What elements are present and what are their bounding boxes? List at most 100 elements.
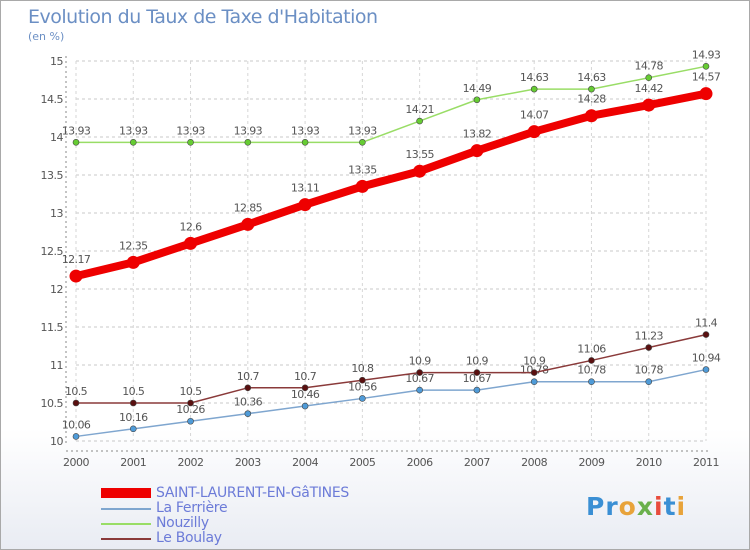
y-tick-label: 10.5 — [41, 397, 64, 410]
x-tick-label: 2008 — [521, 456, 547, 469]
data-point — [359, 139, 366, 146]
data-point — [126, 255, 140, 269]
logo-letter: i — [654, 492, 664, 521]
legend-label-3: Le Boulay — [156, 530, 222, 546]
data-label: 11.23 — [634, 330, 663, 343]
data-label: 10.9 — [523, 355, 546, 368]
data-point — [69, 269, 83, 283]
x-tick-label: 2005 — [349, 456, 375, 469]
data-point — [187, 399, 194, 407]
data-point — [699, 87, 713, 101]
y-tick-label: 15 — [50, 55, 63, 68]
data-point — [416, 117, 423, 125]
data-label: 14.21 — [405, 103, 434, 116]
series-line-2 — [75, 65, 707, 144]
data-point — [584, 109, 598, 123]
data-point — [473, 96, 481, 104]
data-point — [129, 425, 137, 433]
data-label: 10.5 — [65, 385, 88, 398]
data-label: 13.93 — [119, 124, 148, 137]
data-label: 14.49 — [463, 82, 492, 95]
data-label: 13.55 — [405, 148, 434, 161]
x-tick-label: 2002 — [178, 456, 204, 469]
data-point — [645, 378, 653, 386]
y-tick-label: 14.5 — [41, 93, 64, 106]
data-point — [470, 144, 484, 158]
x-tick-label: 2009 — [578, 456, 604, 469]
data-point — [359, 376, 366, 384]
data-point — [588, 357, 595, 364]
y-tick-label: 13 — [50, 207, 63, 220]
data-point — [702, 331, 710, 338]
data-point — [72, 433, 80, 440]
data-point — [184, 236, 198, 250]
data-label: 10.5 — [122, 385, 145, 398]
data-label: 10.26 — [176, 403, 205, 416]
data-label: 10.67 — [463, 372, 492, 385]
data-label: 13.93 — [176, 124, 205, 137]
data-point — [473, 369, 481, 376]
data-point — [702, 366, 710, 373]
data-label: 10.5 — [179, 385, 202, 398]
data-point — [187, 139, 194, 146]
data-point — [187, 417, 194, 425]
series-line-3 — [75, 333, 707, 404]
y-tick-label: 11.5 — [41, 321, 64, 334]
x-tick-label: 2011 — [693, 456, 719, 469]
logo-letter: x — [636, 492, 654, 521]
y-tick-label: 11 — [50, 359, 63, 372]
chart-subtitle: (en %) — [28, 30, 65, 43]
data-point — [301, 402, 309, 410]
data-label: 10.78 — [577, 364, 606, 377]
data-label: 10.06 — [62, 418, 91, 431]
data-label: 10.94 — [692, 352, 721, 365]
data-point — [416, 369, 423, 376]
data-label: 13.93 — [234, 124, 263, 137]
data-label: 11.06 — [577, 342, 606, 355]
data-point — [301, 139, 309, 146]
y-tick-label: 10 — [50, 435, 63, 448]
data-label: 12.85 — [234, 201, 263, 214]
data-point — [359, 395, 366, 402]
data-point — [72, 139, 80, 146]
data-point — [416, 386, 423, 394]
data-label: 13.35 — [348, 163, 377, 176]
data-point — [530, 369, 538, 376]
data-label: 14.93 — [692, 48, 721, 61]
logo-letter: t — [663, 492, 677, 521]
logo-letter: o — [618, 492, 637, 521]
legend-swatch-0 — [101, 488, 151, 498]
data-point — [72, 399, 80, 407]
data-point — [129, 139, 137, 146]
x-tick-label: 2000 — [63, 456, 89, 469]
legend-label-0: SAINT-LAURENT-EN-GâTINES — [156, 485, 349, 501]
data-label: 10.7 — [294, 370, 317, 383]
x-tick-label: 2006 — [407, 456, 433, 469]
y-tick-label: 12 — [50, 283, 63, 296]
data-point — [241, 217, 255, 231]
data-label: 10.8 — [351, 362, 374, 375]
data-point — [244, 410, 252, 417]
y-tick-label: 12.5 — [41, 245, 64, 258]
x-tick-label: 2001 — [120, 456, 146, 469]
data-point — [413, 164, 427, 178]
data-point — [244, 384, 252, 392]
data-label: 13.82 — [463, 128, 492, 141]
data-point — [301, 384, 309, 392]
data-label: 13.93 — [62, 124, 91, 137]
data-label: 10.7 — [237, 370, 260, 383]
data-point — [642, 98, 656, 112]
data-point — [588, 378, 595, 386]
data-label: 10.78 — [634, 364, 663, 377]
chart-title: Evolution du Taux de Taxe d'Habitation — [28, 6, 378, 28]
data-label: 10.36 — [234, 396, 263, 409]
y-tick-label: 13.5 — [41, 169, 64, 182]
data-label: 14.07 — [520, 109, 549, 122]
x-tick-label: 2007 — [464, 456, 490, 469]
data-label: 14.57 — [692, 71, 721, 84]
data-label: 14.63 — [577, 71, 606, 84]
data-label: 13.11 — [291, 182, 320, 195]
legend-label-2: Nouzilly — [156, 515, 209, 531]
